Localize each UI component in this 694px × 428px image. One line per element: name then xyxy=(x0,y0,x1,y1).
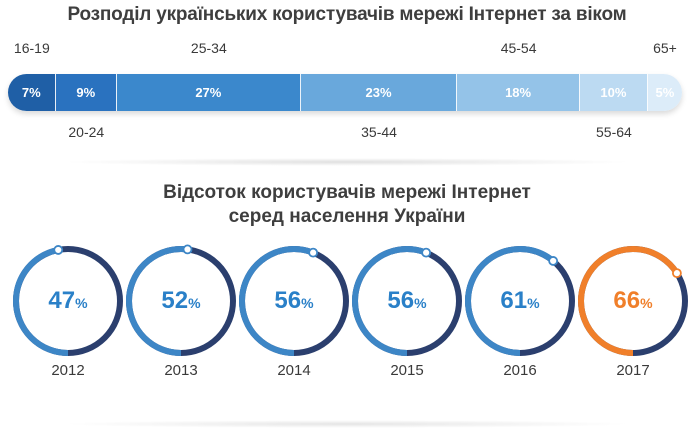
donut-year-label: 2015 xyxy=(390,362,424,379)
donut-progress-arc xyxy=(239,246,349,356)
age-category-label: 16-19 xyxy=(13,40,50,56)
percent-sign: % xyxy=(414,295,427,311)
age-segment-value-label: 18% xyxy=(505,85,532,100)
age-chart-title: Розподіл українських користувачів мережі… xyxy=(67,4,627,25)
donut-end-marker xyxy=(548,256,559,266)
percent-sign: % xyxy=(75,295,88,311)
age-segment-65+: 5% xyxy=(647,74,682,111)
donut-year-label: 2014 xyxy=(277,362,311,379)
age-segment-35-44: 23% xyxy=(300,74,458,111)
donut-value-number: 56 xyxy=(387,287,415,314)
donut-2016: 61% xyxy=(463,244,577,358)
donut-end-marker xyxy=(308,247,319,258)
donut-progress-arc xyxy=(126,246,236,356)
donut-progress-arc xyxy=(13,246,123,356)
donut-value-label: 52% xyxy=(124,244,238,358)
share-chart-title-line-2: серед населення України xyxy=(228,206,466,227)
donut-value-label: 56% xyxy=(237,244,351,358)
donut-value-label: 47% xyxy=(11,244,125,358)
donut-2017: 66% xyxy=(576,244,690,358)
percent-sign: % xyxy=(640,295,653,311)
percent-sign: % xyxy=(188,295,201,311)
donut-value-number: 56 xyxy=(274,287,302,314)
donut-year-label: 2012 xyxy=(51,362,85,379)
age-segment-25-34: 27% xyxy=(116,74,301,111)
donut-end-marker xyxy=(53,245,64,255)
donut-2013: 52% xyxy=(124,244,238,358)
donut-2014: 56% xyxy=(237,244,351,358)
donut-2015: 56% xyxy=(350,244,464,358)
age-category-label: 55-64 xyxy=(596,124,632,140)
donut-end-marker xyxy=(672,268,682,279)
share-chart-title: Відсоток користувачів мережі Інтернет се… xyxy=(0,181,694,229)
age-segment-value-label: 7% xyxy=(21,85,41,100)
donut-progress-arc xyxy=(578,246,688,356)
donut-ring xyxy=(13,245,123,356)
bottom-divider-shadow xyxy=(60,420,634,428)
donut-ring xyxy=(352,246,462,356)
percent-sign: % xyxy=(527,295,540,311)
donut-ring xyxy=(578,246,688,356)
age-segment-value-label: 5% xyxy=(655,85,675,100)
donut-value-label: 66% xyxy=(576,244,690,358)
age-segment-value-label: 27% xyxy=(195,85,222,100)
donut-value-label: 56% xyxy=(350,244,464,358)
donut-ring xyxy=(239,246,349,356)
divider-shadow xyxy=(60,158,634,166)
donut-year-label: 2017 xyxy=(616,362,650,379)
donut-year-label: 2016 xyxy=(503,362,537,379)
age-category-label: 65+ xyxy=(653,40,677,56)
donut-year-label: 2013 xyxy=(164,362,198,379)
age-category-label: 45-54 xyxy=(500,40,537,56)
donut-end-marker xyxy=(182,244,193,255)
share-chart-title-line-1: Відсоток користувачів мережі Інтернет xyxy=(163,182,531,203)
donut-progress-arc xyxy=(465,246,575,356)
age-category-label: 25-34 xyxy=(190,40,227,56)
age-segment-55-64: 10% xyxy=(579,74,648,111)
donut-progress-arc xyxy=(352,246,462,356)
donut-value-number: 52 xyxy=(161,287,189,314)
age-stacked-bar: 7% 9% 27% 23% 18% 10% 5% xyxy=(8,74,682,111)
age-segment-16-19: 7% xyxy=(8,74,56,111)
donut-value-label: 61% xyxy=(463,244,577,358)
donut-value-number: 61 xyxy=(500,287,528,314)
donut-2012: 47% xyxy=(11,244,125,358)
age-segment-value-label: 9% xyxy=(76,85,96,100)
age-category-label: 35-44 xyxy=(361,124,397,140)
age-segment-45-54: 18% xyxy=(457,74,580,111)
age-category-label: 20-24 xyxy=(68,124,105,140)
donut-value-number: 66 xyxy=(613,287,641,314)
age-segment-20-24: 9% xyxy=(55,74,117,111)
donut-ring xyxy=(465,246,575,356)
donut-value-number: 47 xyxy=(48,287,76,314)
percent-sign: % xyxy=(301,295,314,311)
donut-ring xyxy=(126,244,236,356)
age-segment-value-label: 10% xyxy=(600,85,627,100)
donut-end-marker xyxy=(421,247,432,258)
age-segment-value-label: 23% xyxy=(365,85,392,100)
